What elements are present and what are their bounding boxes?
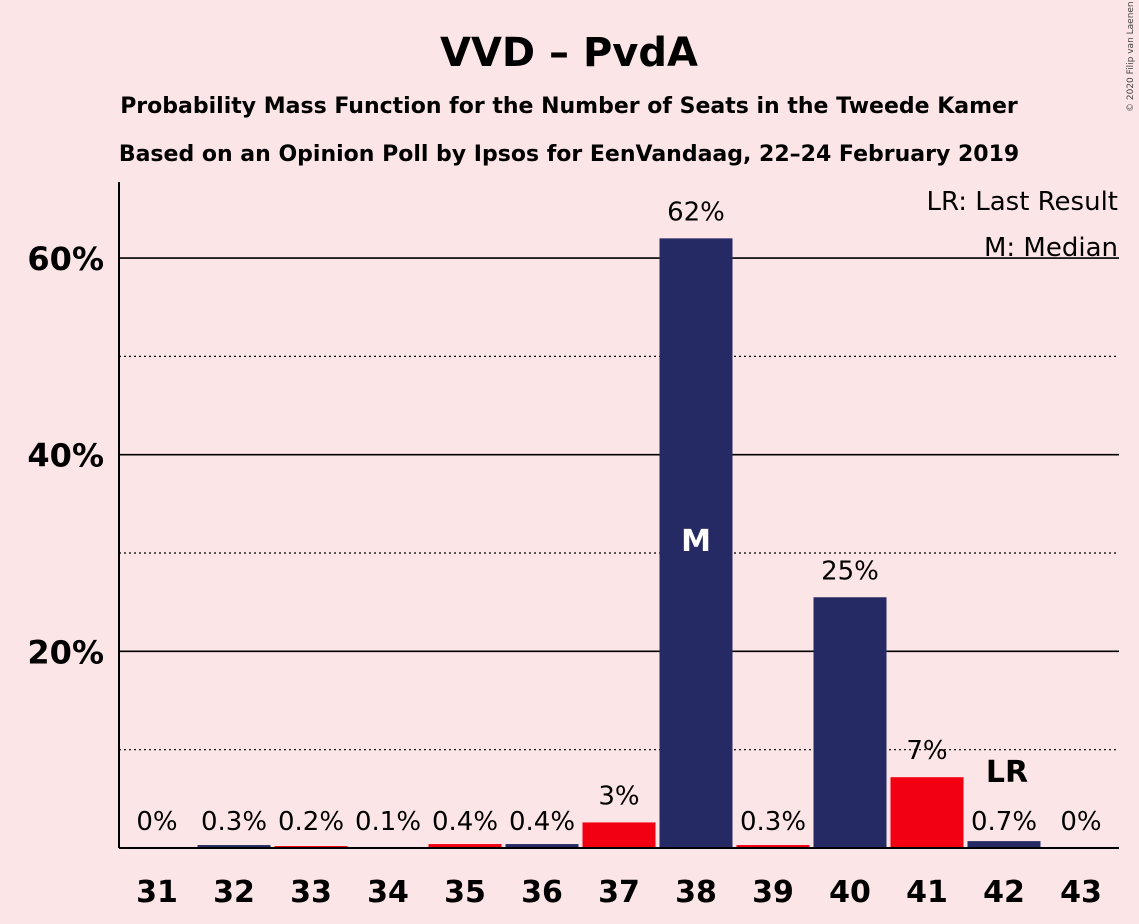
y-tick-label-1: 40% (27, 437, 104, 475)
x-tick-label-37: 37 (598, 875, 640, 910)
x-axis-ticks: 31 32 33 34 35 36 37 38 39 40 41 42 43 (136, 875, 1102, 910)
x-tick-label-42: 42 (983, 875, 1025, 910)
data-label-35: 0.4% (432, 807, 498, 837)
chart-subtitle-2: Based on an Opinion Poll by Ipsos for Ee… (119, 142, 1019, 167)
copyright-notice: © 2020 Filip van Laenen (1126, 1, 1136, 112)
legend: LR: Last Result M: Median (926, 187, 1118, 263)
data-label-36: 0.4% (509, 807, 575, 837)
data-labels: 0% 0.3% 0.2% 0.1% 0.4% 0.4% 3% 62% 0.3% 25% 7% 0.7%… (136, 197, 1101, 837)
data-label-43: 0% (1060, 807, 1101, 837)
bar-41 (890, 777, 964, 848)
y-tick-label-2: 60% (27, 240, 104, 278)
gridlines (119, 257, 1119, 751)
data-label-34: 0.1% (355, 807, 421, 837)
legend-last-result: LR: Last Result (926, 187, 1118, 217)
bar-37 (582, 822, 656, 848)
median-marker: M (681, 524, 711, 559)
last-result-marker: LR (986, 755, 1028, 790)
data-label-42: 0.7% (971, 807, 1037, 837)
chart-title: VVD – PvdA (440, 30, 698, 76)
legend-median: M: Median (984, 233, 1118, 263)
x-tick-label-34: 34 (367, 875, 409, 910)
x-tick-label-43: 43 (1060, 875, 1102, 910)
data-label-31: 0% (136, 807, 177, 837)
x-tick-label-31: 31 (136, 875, 178, 910)
y-tick-label-0: 20% (27, 633, 104, 671)
x-tick-label-41: 41 (906, 875, 948, 910)
bar-42 (967, 841, 1041, 848)
y-axis-ticks: 20% 40% 60% (27, 240, 104, 671)
data-label-39: 0.3% (740, 807, 806, 837)
bar-36 (505, 844, 579, 848)
data-label-33: 0.2% (278, 807, 344, 837)
data-label-40: 25% (821, 556, 879, 586)
x-tick-label-40: 40 (829, 875, 871, 910)
bar-32 (197, 845, 271, 848)
bar-39 (736, 845, 810, 848)
markers: M LR (681, 524, 1028, 790)
chart-subtitle-1: Probability Mass Function for the Number… (120, 94, 1018, 119)
x-tick-label-33: 33 (290, 875, 332, 910)
data-label-37: 3% (598, 781, 639, 811)
x-tick-label-32: 32 (213, 875, 255, 910)
bar-40 (813, 597, 887, 848)
data-label-32: 0.3% (201, 807, 267, 837)
x-tick-label-39: 39 (752, 875, 794, 910)
x-tick-label-35: 35 (444, 875, 486, 910)
x-tick-label-38: 38 (675, 875, 717, 910)
bar-35 (428, 844, 502, 848)
data-label-38: 62% (667, 197, 725, 227)
bars (197, 238, 1041, 849)
x-tick-label-36: 36 (521, 875, 563, 910)
data-label-41: 7% (906, 736, 947, 766)
bar-38 (659, 238, 733, 848)
